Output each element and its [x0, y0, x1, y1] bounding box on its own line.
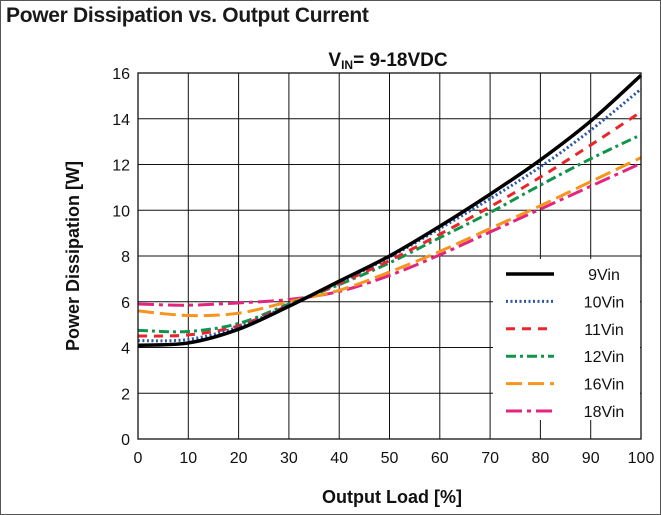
- x-tick-label: 50: [381, 450, 399, 467]
- plot-border: [137, 72, 642, 440]
- series-line-18vin: [137, 161, 642, 307]
- series-line-16vin: [137, 156, 642, 318]
- legend-background: [493, 259, 640, 420]
- y-tick-label: 16: [112, 66, 130, 83]
- legend-label: 18Vin: [584, 404, 625, 421]
- chart-subtitle: VIN= 9-18VDC: [328, 50, 447, 72]
- x-tick-label: 20: [230, 450, 248, 467]
- x-tick-label: 80: [532, 450, 550, 467]
- x-tick-label: 0: [134, 450, 143, 467]
- legend-label: 10Vin: [584, 294, 625, 311]
- y-axis-label: Power Dissipation [W]: [63, 161, 83, 351]
- x-tick-label: 30: [280, 450, 298, 467]
- y-tick-label: 8: [121, 249, 130, 266]
- subtitle-rest: = 9-18VDC: [353, 50, 448, 71]
- series-line-9vin: [137, 73, 643, 347]
- series-line-11vin: [137, 110, 642, 338]
- legend-label: 11Vin: [584, 322, 623, 339]
- tick-labels: 0 10 20 30 40 50 60 70 80 90 100 0 2 4 6 8 10 12 14 16: [112, 66, 654, 467]
- subtitle-sub: IN: [341, 58, 353, 72]
- x-tick-label: 90: [582, 450, 600, 467]
- y-tick-label: 6: [121, 295, 130, 312]
- x-tick-label: 10: [179, 450, 197, 467]
- x-tick-label: 40: [330, 450, 348, 467]
- y-tick-label: 14: [112, 112, 130, 129]
- legend-label: 12Vin: [584, 349, 625, 366]
- x-tick-label: 70: [481, 450, 499, 467]
- y-tick-label: 0: [121, 432, 130, 449]
- y-tick-label: 2: [121, 386, 130, 403]
- x-tick-label: 60: [431, 450, 449, 467]
- legend: 9Vin 10Vin 11Vin 12Vin 16Vin 18Vin: [493, 259, 640, 421]
- subtitle-main: V: [328, 50, 341, 71]
- y-tick-label: 12: [112, 158, 130, 175]
- legend-label: 16Vin: [584, 377, 625, 394]
- x-tick-label: 100: [628, 450, 655, 467]
- y-tick-label: 10: [112, 203, 130, 220]
- y-tick-label: 4: [121, 341, 130, 358]
- x-axis-label: Output Load [%]: [322, 487, 462, 507]
- chart-title: Power Dissipation vs. Output Current: [6, 4, 369, 27]
- legend-label: 9Vin: [588, 267, 620, 284]
- series-line-12vin: [137, 133, 642, 334]
- series-lines: [137, 73, 643, 347]
- series-line-10vin: [137, 87, 642, 343]
